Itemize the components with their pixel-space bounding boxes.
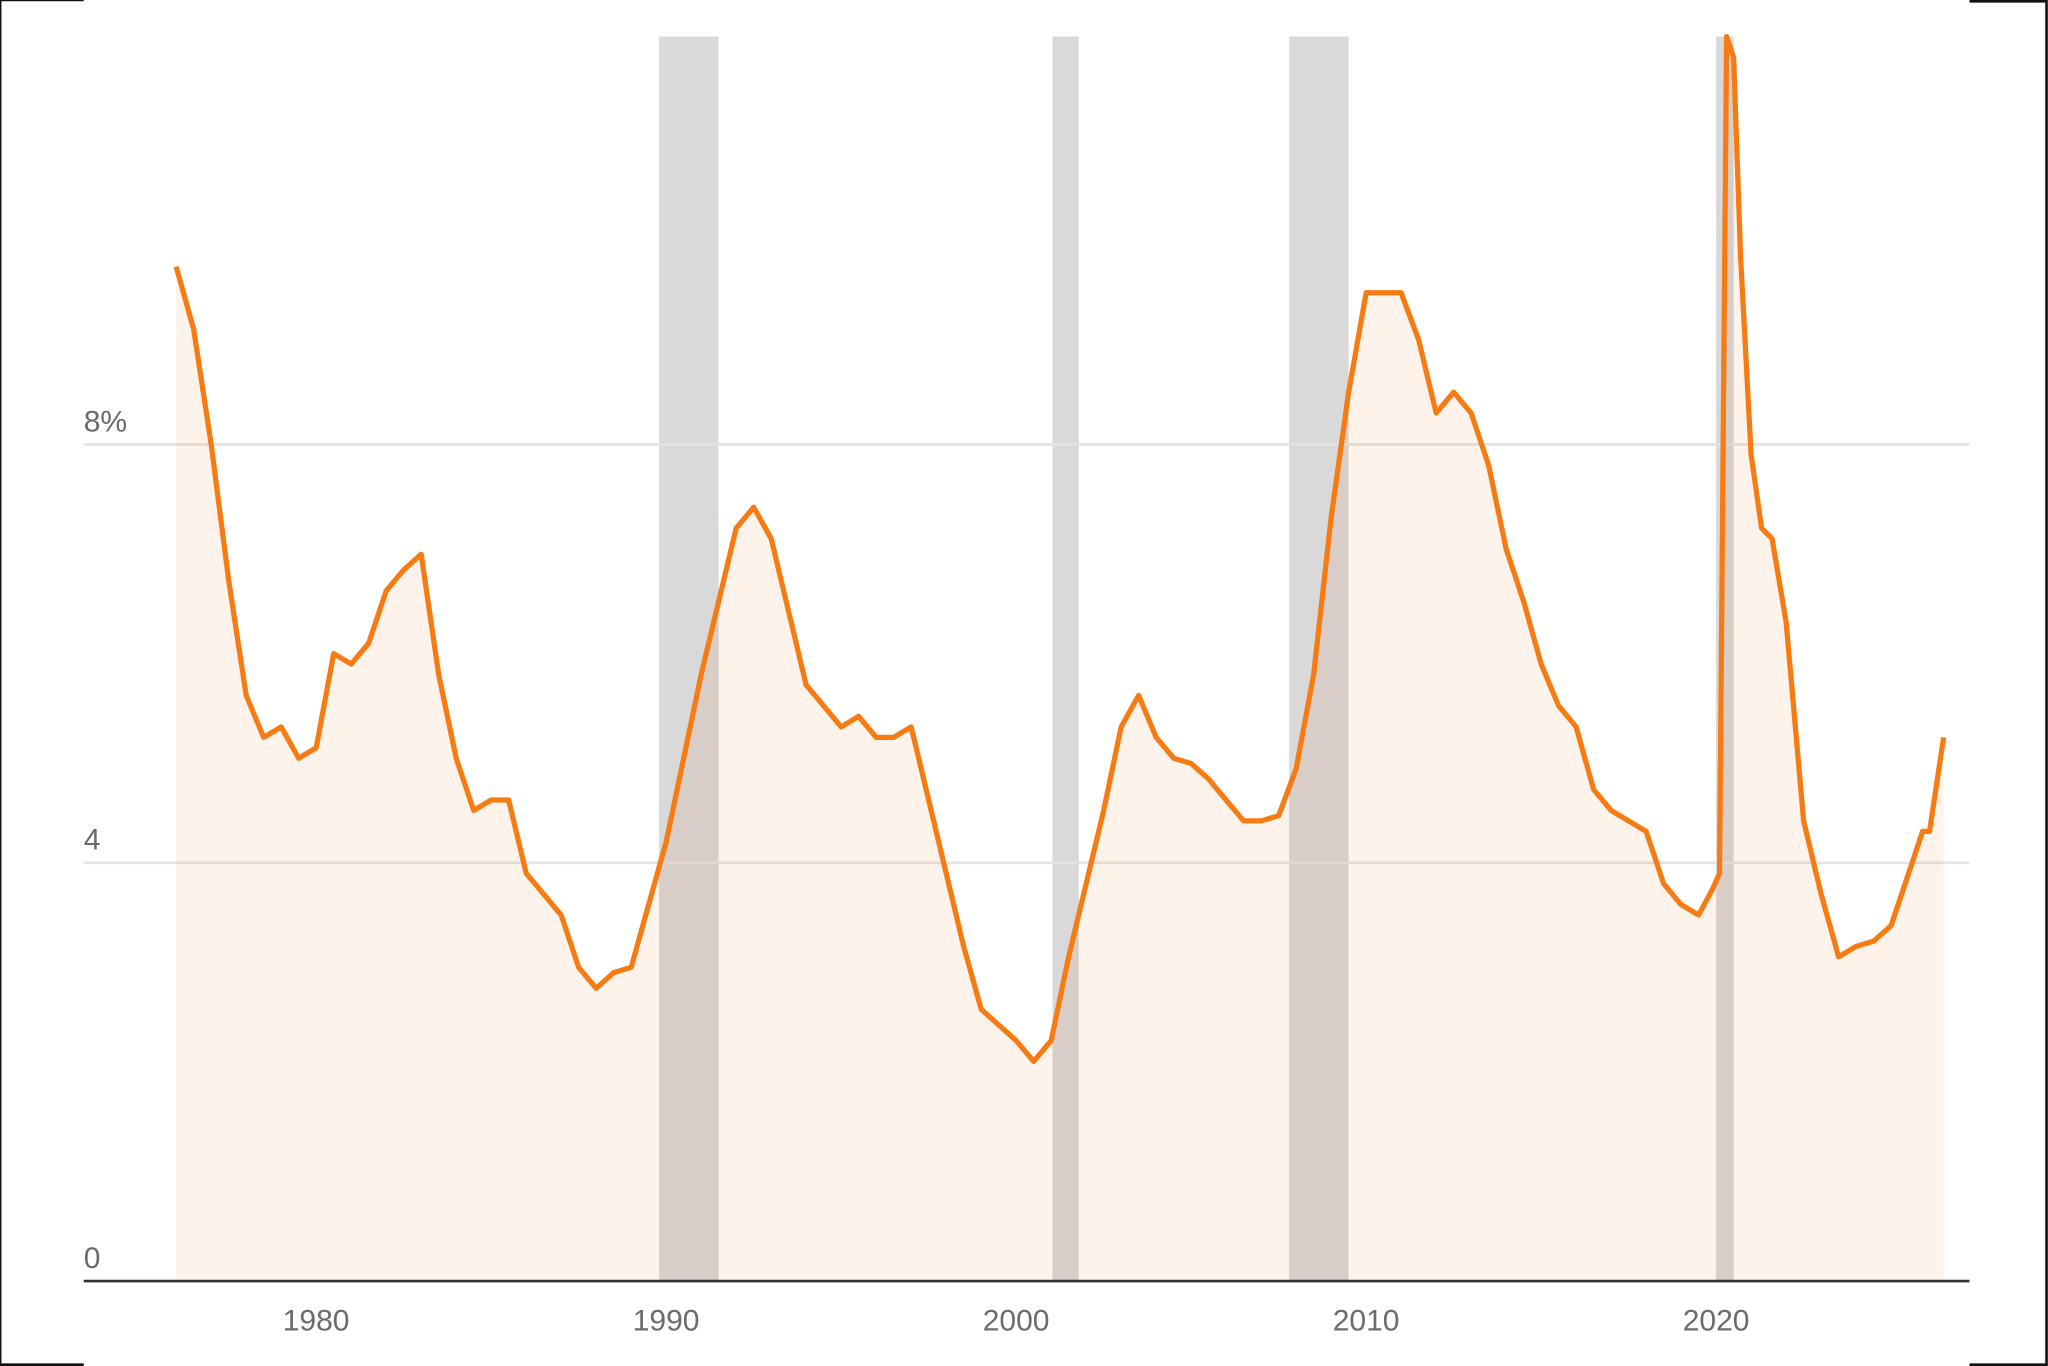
x-tick-label: 1990 [633,1305,700,1338]
x-tick-label: 2000 [983,1305,1050,1338]
x-tick-label: 2010 [1333,1305,1400,1338]
x-tick-label: 2020 [1683,1305,1750,1338]
area [176,36,1944,1282]
y-tick-label: 4 [84,824,101,857]
corner [1969,0,2048,1366]
line [173,33,1947,1065]
plot: 0 4 8% 1980 1990 2000 2010 2020 [83,33,1970,1338]
corner [0,0,84,1366]
y-tick-label: 0 [84,1242,101,1275]
y-tick-label: 8% [84,405,127,438]
x-tick-label: 1980 [283,1305,350,1338]
